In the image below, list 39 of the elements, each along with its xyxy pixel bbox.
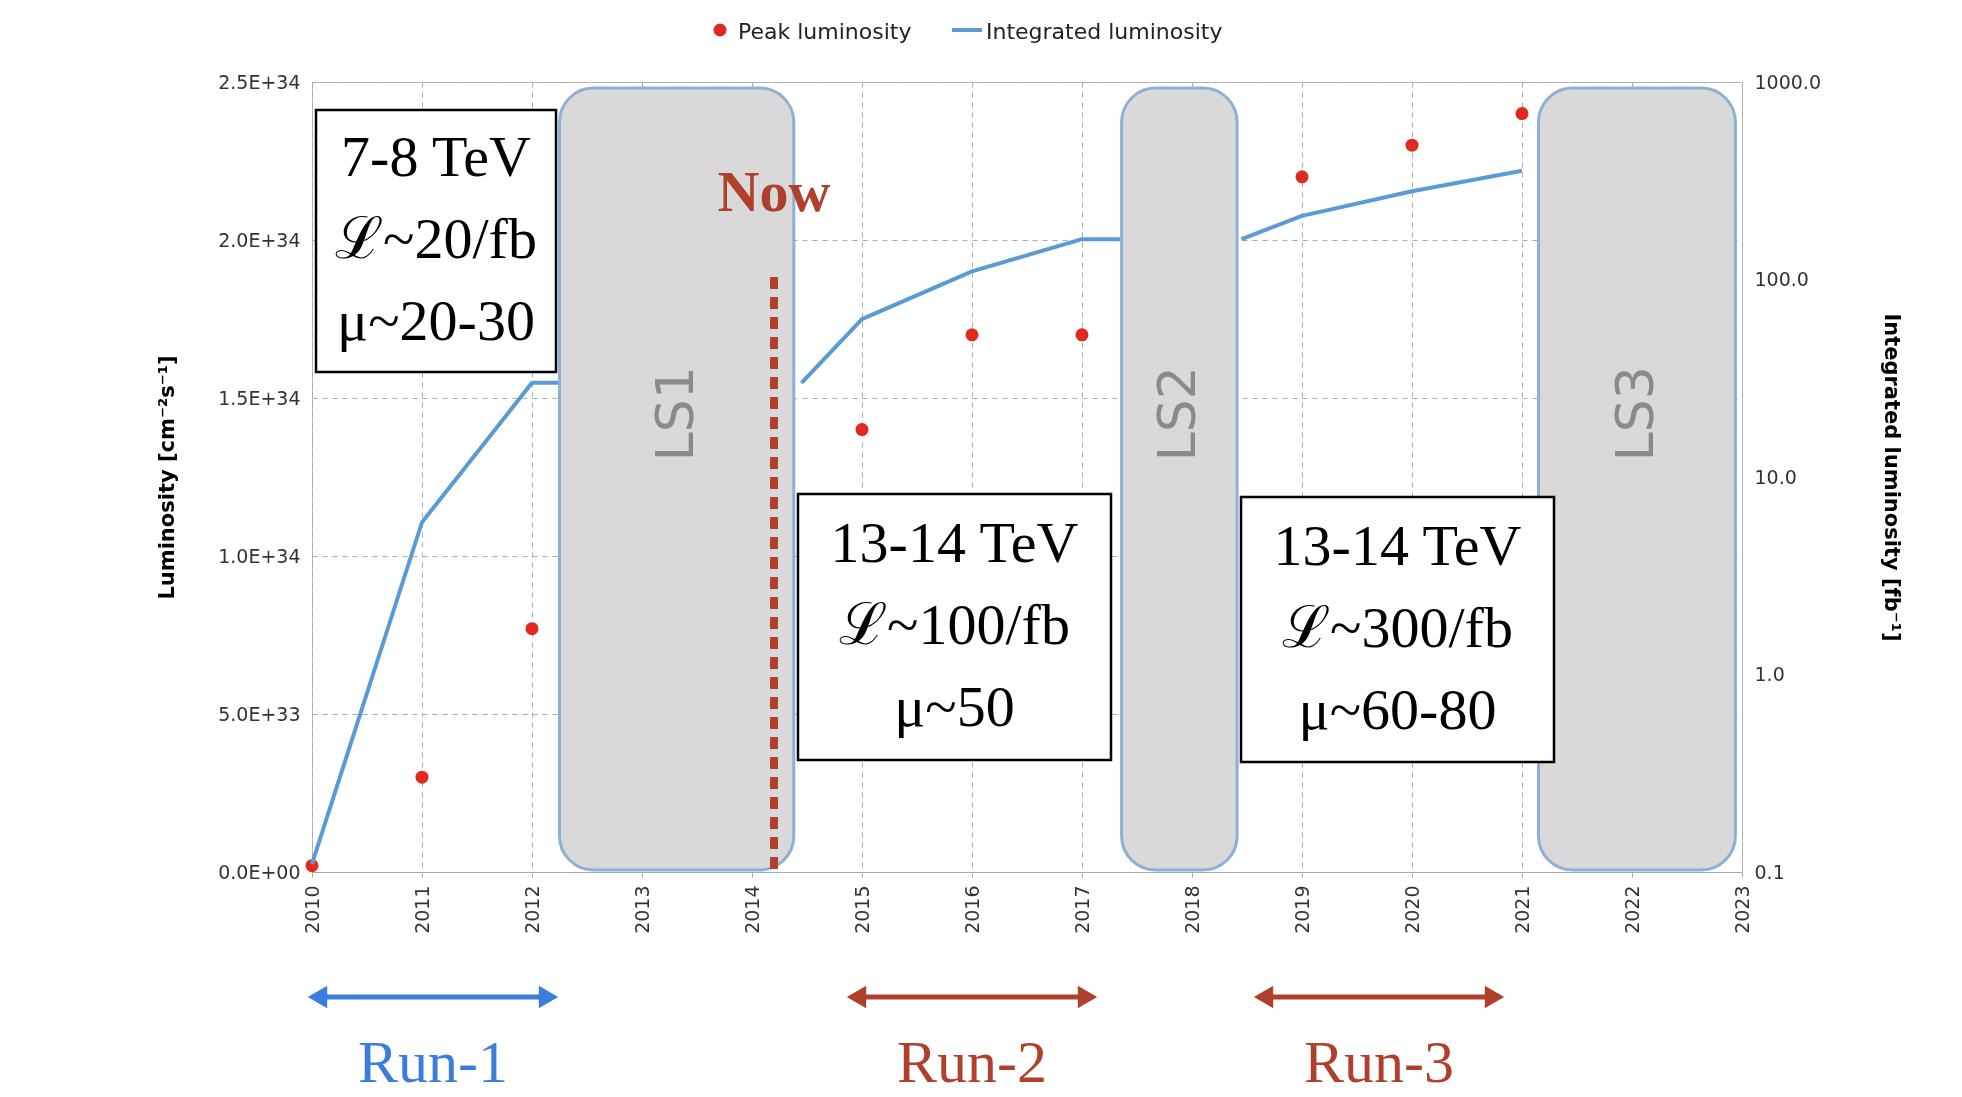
band-label: LS2: [1147, 366, 1208, 462]
legend-label: Peak luminosity: [738, 19, 912, 44]
legend-label: Integrated luminosity: [986, 19, 1223, 44]
y2-tick-label: 10.0: [1754, 465, 1797, 488]
text: Run-3: [1304, 1029, 1454, 1095]
band-label: LS3: [1604, 366, 1665, 462]
x-tick-label: 2022: [1620, 885, 1643, 934]
x-tick-label: 2015: [850, 885, 873, 934]
y2-tick-label: 1000.0: [1754, 70, 1821, 93]
text: Run-1: [358, 1029, 508, 1095]
x-tick-label: 2013: [630, 885, 653, 934]
ref-line-label: Now: [717, 159, 831, 224]
text: Run-2: [897, 1029, 1047, 1095]
y2-axis-title: Integrated luminosity [fb⁻¹]: [1879, 313, 1904, 642]
x-tick-label: 2016: [960, 885, 983, 934]
y-tick-label: 2.0E+34: [218, 228, 301, 251]
y2-tick-label: 100.0: [1754, 268, 1809, 290]
x-tick-label: 2010: [300, 885, 323, 934]
x-tick-label: 2019: [1290, 885, 1313, 934]
band-label: LS1: [644, 366, 705, 462]
x-tick-label: 2023: [1730, 885, 1753, 934]
annotation: 13-14 TeV ℒ~300/fb μ~60-80: [1273, 512, 1522, 742]
annotation: 7-8 TeV ℒ~20/fb μ~20-30: [335, 124, 537, 353]
x-tick-label: 2021: [1510, 885, 1533, 934]
y-axis-title: Luminosity [cm⁻²s⁻¹]: [155, 355, 180, 600]
x-tick-label: 2017: [1070, 885, 1093, 934]
y-tick-label: 1.5E+34: [218, 386, 301, 409]
y2-tick-label: 0.1: [1754, 860, 1785, 883]
y2-tick-label: 1.0: [1754, 663, 1785, 685]
annotation: 13-14 TeV ℒ~100/fb μ~50: [830, 510, 1079, 739]
y-tick-label: 5.0E+33: [218, 702, 301, 725]
x-tick-label: 2018: [1180, 885, 1203, 934]
y-tick-label: 1.0E+34: [218, 544, 301, 567]
y-tick-label: 2.5E+34: [218, 70, 301, 93]
x-tick-label: 2020: [1400, 885, 1423, 934]
x-tick-label: 2014: [740, 885, 763, 934]
x-tick-label: 2012: [520, 885, 543, 934]
x-tick-label: 2011: [410, 885, 433, 934]
y-tick-label: 0.0E+00: [218, 860, 301, 883]
